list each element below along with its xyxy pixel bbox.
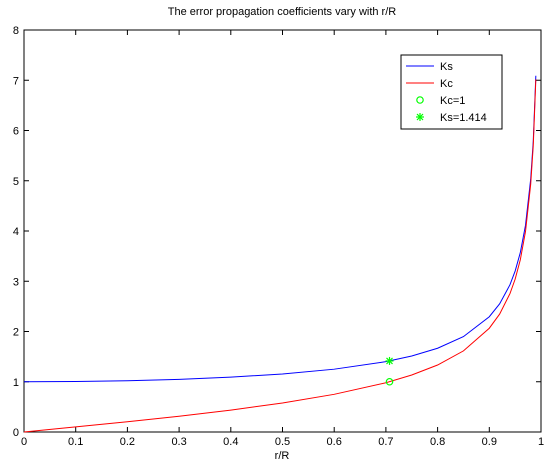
x-tick-label: 1 bbox=[538, 436, 544, 448]
x-tick-label: 0.3 bbox=[171, 436, 186, 448]
x-axis-title: r/R bbox=[275, 450, 290, 462]
y-tick-label: 4 bbox=[13, 226, 19, 238]
point-kc-1 bbox=[385, 377, 394, 386]
y-tick-label: 6 bbox=[13, 126, 19, 138]
legend-label-ks: Ks bbox=[440, 61, 453, 73]
legend-label-kc-1: Kc=1 bbox=[440, 95, 465, 107]
legend-swatch-ks-1-414-stroke bbox=[416, 113, 424, 121]
legend-swatch-ks-1-414 bbox=[416, 113, 424, 121]
chart-title: The error propagation coefficients vary … bbox=[168, 6, 397, 18]
legend-swatch-kc-1 bbox=[416, 96, 424, 104]
x-tick-label: 0.9 bbox=[482, 436, 497, 448]
legend-label-kc: Kc bbox=[440, 78, 453, 90]
y-tick-label: 0 bbox=[13, 427, 19, 439]
series-line-ks bbox=[23, 75, 537, 383]
y-tick-label: 1 bbox=[13, 377, 19, 389]
series-line-kc bbox=[23, 79, 537, 433]
y-tick-label: 5 bbox=[13, 176, 19, 188]
point-ks-1-414-stroke bbox=[386, 357, 393, 365]
point-ks-1-414 bbox=[385, 356, 394, 365]
y-tick-label: 2 bbox=[13, 327, 19, 339]
x-tick-label: 0.2 bbox=[120, 436, 135, 448]
y-tick-label: 3 bbox=[13, 276, 19, 288]
legend: Ks Kc Kc=1 Ks=1.414 bbox=[400, 54, 503, 130]
axis-ticks: 0 0.1 0.2 0.3 0.4 0.5 0.6 0.7 0.8 0.9 1 0 1 2 3 4 5 6 7 8 bbox=[13, 25, 544, 448]
x-tick-label: 0.8 bbox=[430, 436, 445, 448]
y-tick-label: 7 bbox=[13, 75, 19, 87]
x-tick-label: 0.4 bbox=[223, 436, 238, 448]
series-layer bbox=[23, 75, 537, 433]
x-tick-label: 0.1 bbox=[68, 436, 83, 448]
x-tick-label: 0.5 bbox=[275, 436, 290, 448]
x-tick-label: 0.6 bbox=[327, 436, 342, 448]
legend-label-ks-1-414: Ks=1.414 bbox=[440, 112, 487, 124]
y-tick-label: 8 bbox=[13, 25, 19, 37]
x-tick-label: 0 bbox=[21, 436, 27, 448]
x-tick-label: 0.7 bbox=[378, 436, 393, 448]
